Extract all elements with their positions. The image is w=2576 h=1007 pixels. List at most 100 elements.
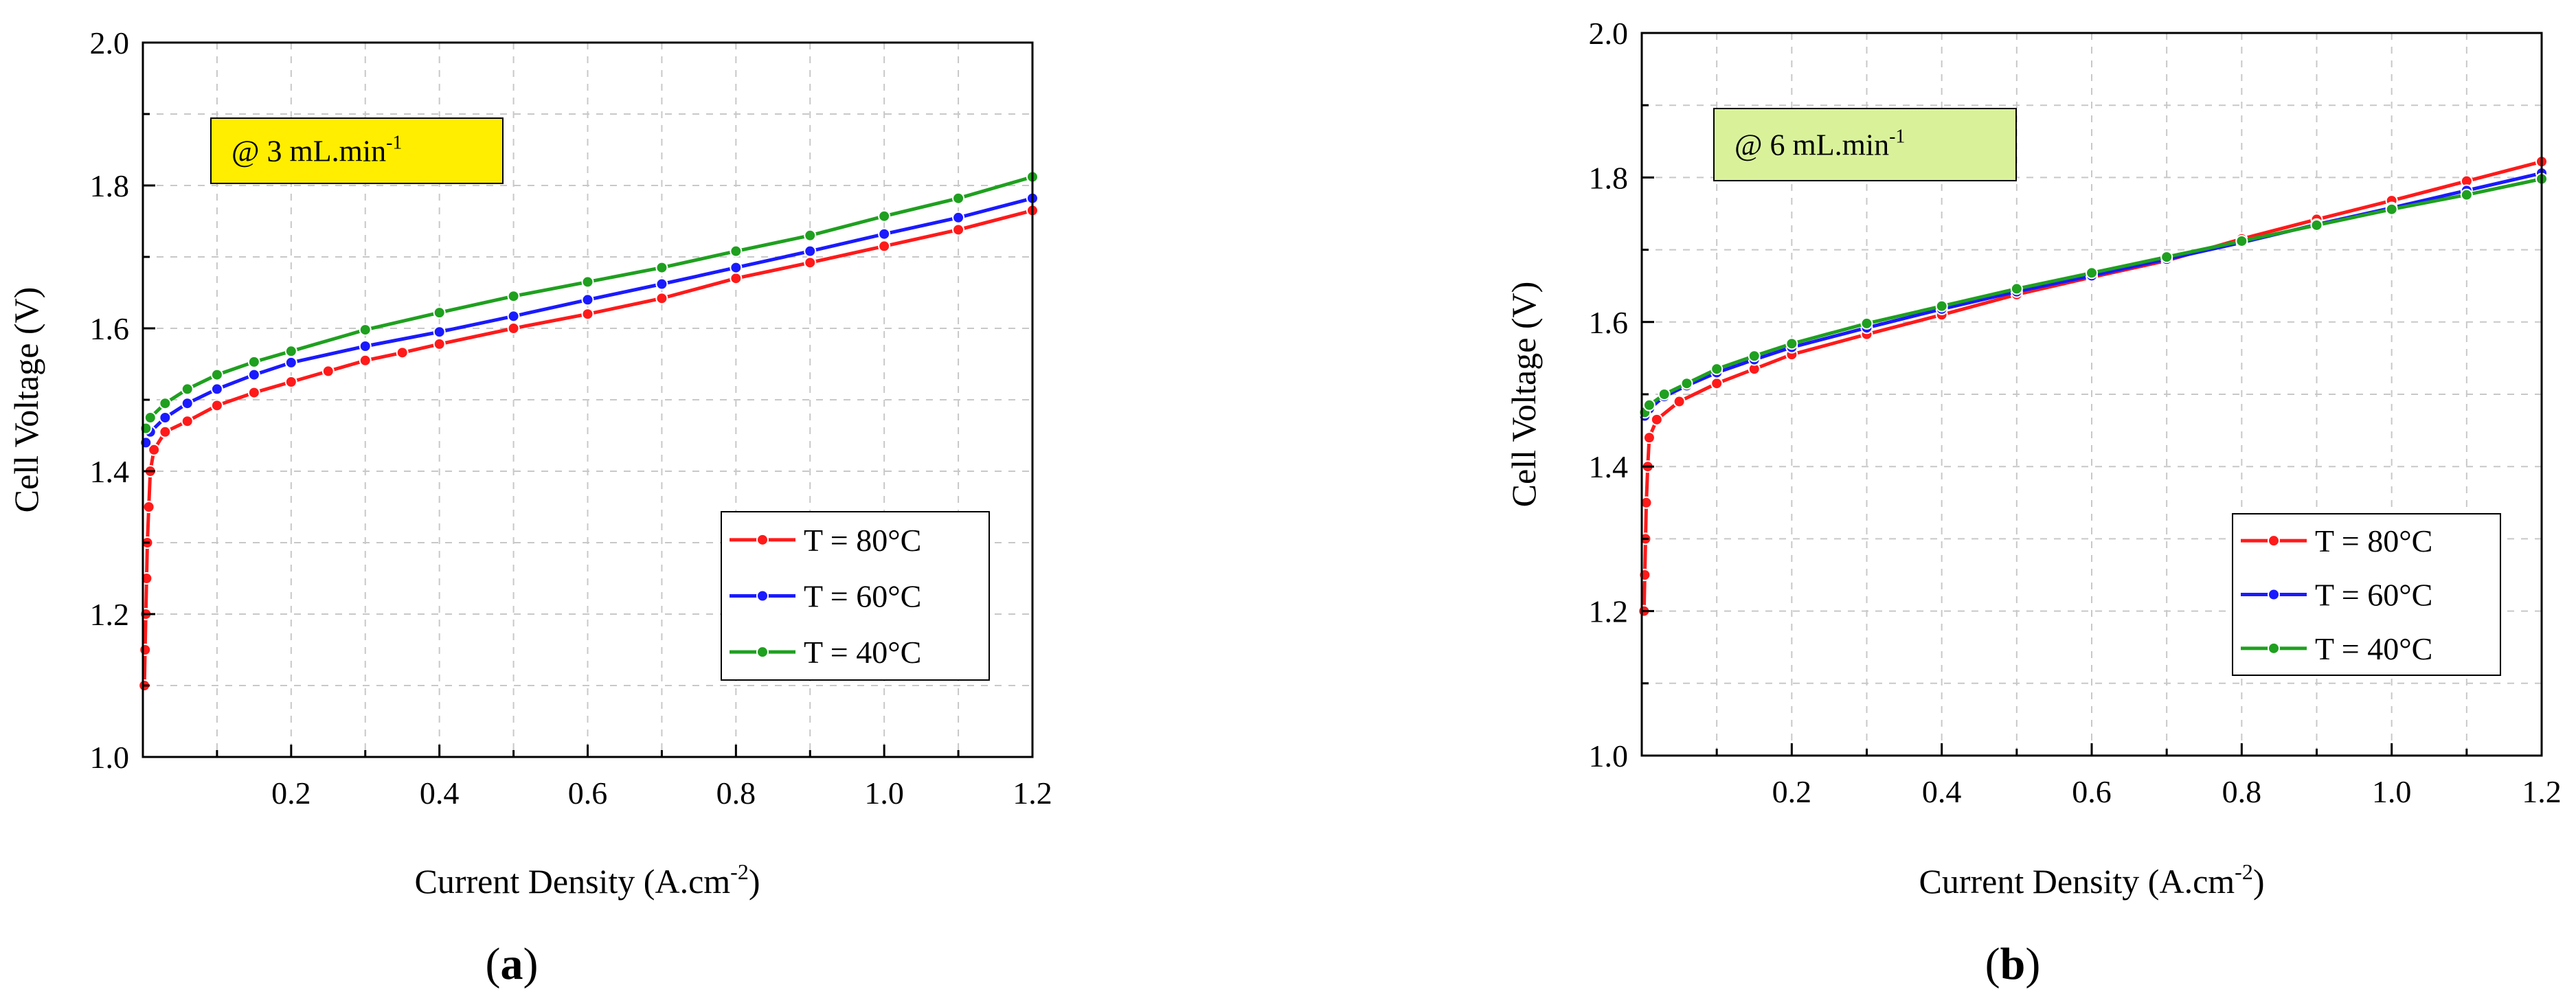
data-point <box>878 210 891 223</box>
legend-marker <box>756 533 769 546</box>
legend-label: T = 60°C <box>2315 578 2432 613</box>
y-tick-label: 1.0 <box>90 740 130 775</box>
data-point <box>2160 251 2173 264</box>
data-point <box>507 290 520 303</box>
data-point <box>730 261 743 274</box>
data-point <box>581 308 594 321</box>
legend: T = 80°C T = 60°C T = 40°C <box>2232 513 2501 676</box>
data-point <box>139 644 152 656</box>
data-point <box>1642 431 1656 444</box>
data-point <box>210 383 223 396</box>
data-point <box>210 368 223 381</box>
data-point <box>284 345 297 358</box>
y-ticks: 1.0 1.2 1.4 1.6 1.8 2.0 <box>1589 16 1654 773</box>
data-point <box>1860 317 1873 330</box>
annotation-background <box>210 117 504 184</box>
x-tick-label: 0.8 <box>2222 774 2262 809</box>
x-tick-label: 0.6 <box>568 776 608 811</box>
data-point <box>2010 282 2023 295</box>
annotation-text: @ 3 mL.min-1 <box>231 133 402 168</box>
data-point <box>1935 299 1948 313</box>
data-point <box>396 346 409 359</box>
data-point <box>655 278 668 291</box>
legend-marker <box>2268 534 2280 547</box>
legend: T = 80°C T = 60°C T = 40°C <box>721 511 990 681</box>
x-tick-label: 1.2 <box>1013 776 1052 811</box>
data-point <box>804 245 817 258</box>
y-tick-label: 2.0 <box>90 25 130 60</box>
y-tick-label: 1.6 <box>90 311 130 346</box>
data-point <box>1673 395 1686 408</box>
data-point <box>321 365 335 378</box>
data-point <box>730 245 743 258</box>
data-point <box>1785 337 1798 350</box>
y-tick-label: 1.6 <box>1589 305 1629 340</box>
data-point <box>507 322 520 335</box>
panel-label: (b) <box>1985 939 2041 989</box>
y-tick-label: 1.4 <box>1589 449 1629 484</box>
data-point <box>1650 413 1663 426</box>
y-tick-label: 1.2 <box>1589 594 1629 629</box>
legend-marker <box>2268 642 2280 655</box>
data-point <box>359 340 372 352</box>
data-point <box>878 227 891 240</box>
y-tick-label: 2.0 <box>1589 16 1629 51</box>
series-line <box>1643 177 2542 414</box>
data-point <box>159 425 172 438</box>
x-tick-label: 0.4 <box>420 776 460 811</box>
x-axis-label: Current Density (A.cm-2) <box>415 859 760 901</box>
legend-marker <box>756 646 769 659</box>
series-line <box>144 196 1033 444</box>
annotation-box: @ 6 mL.min-1 <box>1713 108 2017 181</box>
data-point <box>1748 350 1761 363</box>
data-point <box>2310 218 2323 231</box>
data-point <box>433 326 446 339</box>
data-point <box>1710 363 1724 376</box>
data-point <box>2460 188 2473 201</box>
data-point <box>581 293 594 306</box>
data-point <box>730 272 743 285</box>
data-point <box>181 415 194 428</box>
y-axis-label: Cell Voltage (V) <box>1504 282 1543 508</box>
data-point <box>181 383 194 396</box>
data-point <box>144 411 157 424</box>
data-point <box>247 368 260 381</box>
data-point <box>142 501 155 513</box>
y-tick-label: 1.4 <box>90 454 130 489</box>
legend-label: T = 40°C <box>804 635 921 670</box>
data-point <box>284 356 297 369</box>
legend-label: T = 80°C <box>804 523 921 558</box>
legend-label: T = 60°C <box>804 579 921 614</box>
data-point <box>1680 377 1693 390</box>
data-point <box>433 306 446 319</box>
data-point <box>247 355 260 368</box>
data-point <box>181 397 194 410</box>
data-point <box>359 354 372 367</box>
data-point <box>1658 388 1671 400</box>
legend-label: T = 40°C <box>2315 631 2432 666</box>
series-line <box>1643 171 2542 417</box>
x-tick-label: 0.2 <box>1772 774 1812 809</box>
data-point <box>2235 234 2248 247</box>
annotation-box: @ 3 mL.min-1 <box>210 117 504 184</box>
x-ticks: 0.2 0.4 0.6 0.8 1.0 1.2 <box>1715 743 2562 809</box>
data-point <box>804 256 817 269</box>
y-tick-label: 1.0 <box>1589 738 1629 773</box>
x-ticks: 0.2 0.4 0.6 0.8 1.0 1.2 <box>216 745 1052 811</box>
data-point <box>878 240 891 253</box>
data-point <box>581 275 594 288</box>
data-point <box>2086 267 2098 280</box>
data-point <box>247 386 260 399</box>
data-point <box>159 411 172 424</box>
x-tick-label: 1.2 <box>2522 774 2562 809</box>
data-point <box>2385 203 2398 216</box>
data-point <box>284 376 297 388</box>
data-point <box>804 229 817 242</box>
y-ticks: 1.0 1.2 1.4 1.6 1.8 2.0 <box>90 25 155 775</box>
chart-panel-b: 0.2 0.4 0.6 0.8 1.0 1.2 1.0 1.2 1.4 1.6 1.8 2.0 Cu… <box>1504 16 2562 989</box>
y-tick-label: 1.2 <box>90 597 130 632</box>
data-point <box>952 223 965 236</box>
legend-marker <box>2268 588 2280 601</box>
y-axis-label: Cell Voltage (V) <box>7 287 45 513</box>
